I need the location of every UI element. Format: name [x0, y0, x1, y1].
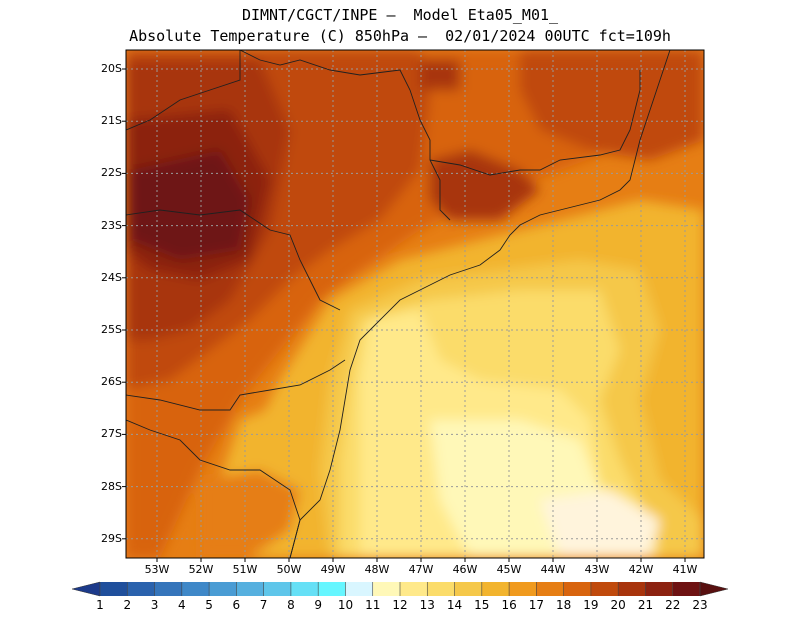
field-spot-coast [430, 150, 540, 220]
field-band-19-ne [520, 50, 704, 160]
colorbar-segment [181, 582, 210, 596]
colorbar-label: 19 [583, 598, 599, 612]
longitude-label: 51W [232, 563, 258, 576]
longitude-label: 45W [496, 563, 522, 576]
colorbar-arrow-left [71, 581, 101, 597]
colorbar-segment [454, 582, 483, 596]
colorbar-label: 4 [177, 598, 186, 612]
latitude-label: 22S [101, 166, 122, 180]
latitude-label: 21S [101, 114, 122, 128]
colorbar [71, 581, 729, 597]
longitude-label: 48W [364, 563, 390, 576]
chart-title-line-1: DIMNT/CGCT/INPE – Model Eta05_M01_ [241, 6, 559, 24]
field-band-17-sw [200, 470, 300, 558]
field-band-11 [540, 490, 660, 558]
colorbar-label: 8 [287, 598, 295, 612]
colorbar-label: 16 [501, 598, 517, 612]
colorbar-segment [672, 582, 701, 596]
latitude-label: 29S [101, 531, 122, 545]
colorbar-segment [236, 582, 264, 596]
colorbar-segment [645, 582, 674, 596]
colorbar-segment [318, 582, 346, 596]
colorbar-label: 18 [555, 598, 572, 612]
colorbar-segment [618, 582, 646, 596]
latitude-label: 27S [101, 427, 122, 441]
colorbar-segment [154, 582, 183, 596]
colorbar-segment [209, 582, 237, 596]
colorbar-label: 10 [337, 598, 354, 612]
temperature-field [126, 50, 704, 558]
colorbar-segment [290, 582, 319, 596]
colorbar-label: 13 [419, 598, 435, 612]
latitude-label: 28S [101, 479, 122, 493]
colorbar-segment [345, 582, 374, 596]
colorbar-segment [263, 582, 292, 596]
latitude-label: 25S [101, 323, 122, 336]
colorbar-label: 22 [665, 598, 681, 612]
longitude-label: 50W [276, 563, 302, 576]
colorbar-label: 9 [314, 598, 322, 612]
colorbar-segment [509, 582, 537, 596]
colorbar-segment [127, 582, 155, 596]
field-band-22 [130, 150, 250, 260]
colorbar-segment [563, 582, 592, 596]
colorbar-label: 20 [610, 598, 626, 612]
state-border-6 [126, 50, 241, 131]
colorbar-segment [400, 582, 428, 596]
colorbar-label: 21 [637, 598, 654, 612]
colorbar-label: 14 [446, 598, 463, 612]
colorbar-label: 17 [528, 598, 544, 612]
map-grid [126, 50, 704, 558]
longitude-label: 52W [188, 563, 214, 576]
state-border-1 [126, 419, 301, 558]
longitude-label: 42W [628, 563, 654, 576]
map-frame [125, 49, 705, 559]
latitude-label: 24S [101, 270, 122, 284]
latitude-label: 23S [101, 218, 122, 232]
coastline [289, 50, 671, 558]
longitude-label: 49W [320, 563, 346, 576]
colorbar-label: 6 [232, 598, 241, 612]
colorbar-segment [590, 582, 619, 596]
state-border-2 [126, 359, 346, 411]
colorbar-label: 5 [205, 598, 213, 612]
colorbar-label: 23 [692, 598, 708, 612]
latitude-label: 20S [101, 62, 122, 75]
longitude-label: 47W [408, 563, 434, 576]
longitude-label: 46W [452, 563, 478, 576]
state-border-4 [239, 50, 451, 221]
colorbar-label: 11 [365, 598, 381, 612]
colorbar-label: 12 [392, 598, 408, 612]
colorbar-segment [100, 582, 128, 596]
colorbar-segment [536, 582, 564, 596]
colorbar-label: 1 [96, 598, 104, 612]
state-border-5 [429, 70, 641, 176]
colorbar-segment [427, 582, 455, 596]
chart-title-line-2: Absolute Temperature (C) 850hPa – 02/01/… [129, 27, 671, 45]
colorbar-label: 7 [259, 598, 268, 612]
colorbar-label: 2 [123, 598, 132, 612]
longitude-label: 44W [540, 563, 566, 576]
coastline-and-borders [126, 50, 671, 558]
latitude-label: 26S [101, 375, 122, 389]
colorbar-arrow-right [699, 581, 729, 597]
longitude-label: 53W [144, 563, 170, 576]
colorbar-segment [481, 582, 510, 596]
colorbar-label: 15 [474, 598, 490, 612]
colorbar-label: 3 [150, 598, 159, 612]
axis-ticks [122, 68, 686, 562]
longitude-label: 43W [584, 563, 610, 576]
state-border-3 [126, 209, 341, 311]
colorbar-segment [372, 582, 401, 596]
field-spot-20 [420, 60, 460, 90]
longitude-label: 41W [672, 563, 698, 576]
